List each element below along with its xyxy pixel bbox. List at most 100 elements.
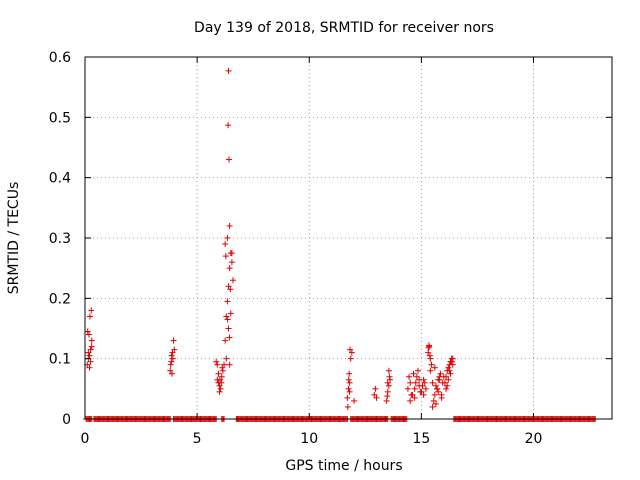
data-point <box>222 337 229 344</box>
data-point <box>225 283 232 290</box>
data-point <box>217 385 224 392</box>
data-point <box>225 325 232 332</box>
data-point <box>169 349 176 356</box>
data-point <box>428 361 435 368</box>
data-point <box>87 346 94 353</box>
data-point <box>416 376 423 383</box>
data-point <box>344 403 351 410</box>
data-point <box>226 222 233 229</box>
data-point <box>168 352 175 359</box>
data-point <box>415 367 422 374</box>
data-point <box>345 385 352 392</box>
data-point <box>426 352 433 359</box>
data-point <box>228 250 235 257</box>
data-point <box>225 122 232 129</box>
data-point <box>225 156 232 163</box>
data-point <box>169 355 176 362</box>
data-point <box>419 382 426 389</box>
data-point <box>410 370 417 377</box>
data-point <box>435 388 442 395</box>
data-point <box>223 313 230 320</box>
data-point <box>351 397 358 404</box>
data-point <box>449 355 456 362</box>
data-point <box>422 385 429 392</box>
data-point <box>371 391 378 398</box>
data-point <box>346 370 353 377</box>
chart-title: Day 139 of 2018, SRMTID for receiver nor… <box>194 20 494 36</box>
data-point <box>384 379 391 386</box>
data-point <box>449 361 456 368</box>
data-point <box>411 385 418 392</box>
data-point <box>228 259 235 266</box>
data-point <box>86 313 93 320</box>
data-point <box>224 298 231 305</box>
data-point <box>88 307 95 314</box>
data-point <box>407 397 414 404</box>
data-point <box>86 331 93 338</box>
data-point <box>217 376 224 383</box>
data-point <box>443 385 450 392</box>
data-point <box>386 373 393 380</box>
y-tick-label: 0.2 <box>49 291 71 307</box>
data-point <box>348 349 355 356</box>
data-point <box>219 367 226 374</box>
data-point <box>344 394 351 401</box>
data-point <box>435 376 442 383</box>
data-point <box>413 373 420 380</box>
data-point <box>227 286 234 293</box>
data-point <box>411 394 418 401</box>
data-point <box>407 379 414 386</box>
data-point <box>86 364 93 371</box>
y-tick-label: 0.5 <box>49 110 71 126</box>
data-point <box>426 342 433 349</box>
data-point <box>385 382 392 389</box>
data-point <box>347 346 354 353</box>
data-point <box>345 376 352 383</box>
data-point <box>445 376 452 383</box>
data-point <box>86 352 93 359</box>
data-point <box>226 334 233 341</box>
data-point <box>222 253 229 260</box>
y-tick-label: 0.1 <box>49 352 71 368</box>
data-point <box>448 358 455 365</box>
y-tick-label: 0.4 <box>49 171 71 187</box>
data-point <box>168 358 175 365</box>
data-point <box>225 67 232 74</box>
x-tick-label: 5 <box>193 431 202 447</box>
data-point <box>218 373 225 380</box>
grid-lines <box>85 57 612 419</box>
data-point <box>224 235 231 241</box>
data-point <box>84 328 91 335</box>
data-point <box>88 337 95 344</box>
data-point <box>420 391 427 398</box>
data-point <box>431 364 438 371</box>
data-point <box>227 310 234 317</box>
data-point <box>219 364 226 371</box>
data-point <box>412 379 419 386</box>
data-point <box>443 373 450 380</box>
data-point <box>346 379 353 386</box>
data-point <box>223 355 230 362</box>
y-tick-label: 0.3 <box>49 231 71 247</box>
data-point <box>408 391 415 398</box>
data-point <box>432 400 439 407</box>
x-axis-label: GPS time / hours <box>285 458 402 474</box>
axis-ticks: 0 0.1 0.2 0.3 0.4 0.5 0.6 0 5 10 15 20 <box>49 50 612 447</box>
data-point <box>215 370 222 377</box>
data-point <box>437 370 444 377</box>
data-point <box>171 346 178 353</box>
data-point <box>167 367 174 374</box>
data-point <box>347 355 354 362</box>
data-point <box>169 370 176 377</box>
x-tick-label: 0 <box>81 431 90 447</box>
data-point <box>430 397 437 404</box>
x-tick-label: 15 <box>412 431 430 447</box>
x-tick-label: 20 <box>525 431 543 447</box>
data-point <box>218 379 225 386</box>
data-point <box>429 379 436 386</box>
y-tick-label: 0.6 <box>49 50 71 66</box>
data-point <box>444 382 451 389</box>
data-point <box>438 391 445 398</box>
data-point <box>167 361 174 368</box>
